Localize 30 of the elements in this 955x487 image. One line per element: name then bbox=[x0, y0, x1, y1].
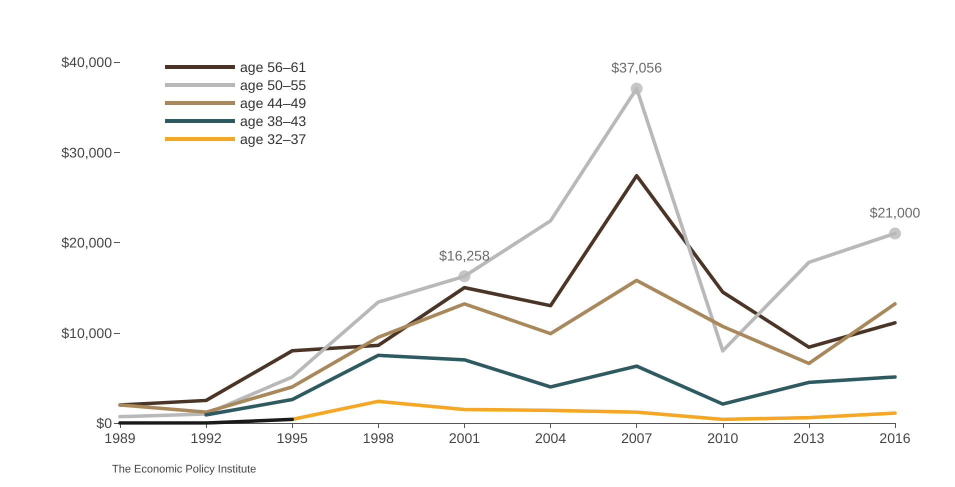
x-tick-label: 2004 bbox=[534, 430, 566, 446]
x-tick-label: 2013 bbox=[793, 430, 825, 446]
y-tick-label: $10,000 bbox=[61, 324, 112, 341]
y-tick-label: $40,000 bbox=[61, 54, 112, 70]
legend-label: age 56–61 bbox=[240, 59, 306, 75]
text: The Economic Policy Institute bbox=[112, 464, 256, 476]
x-tick-label: 2016 bbox=[879, 430, 911, 446]
x-tick-label: 1998 bbox=[362, 430, 394, 446]
line-series bbox=[118, 278, 897, 414]
x-tick-label: 1992 bbox=[190, 430, 222, 446]
data-label: $16,258 bbox=[439, 247, 490, 264]
point bbox=[889, 227, 901, 240]
y-tick-label: $30,000 bbox=[61, 144, 112, 160]
line-series bbox=[204, 354, 897, 417]
y-tick-label: $20,000 bbox=[61, 234, 112, 250]
legend-label: age 44–49 bbox=[240, 95, 306, 111]
x-tick-label: 2010 bbox=[707, 430, 739, 446]
data-label: $21,000 bbox=[870, 204, 921, 220]
point bbox=[630, 82, 643, 95]
legend-label: age 50–55 bbox=[240, 77, 306, 93]
point bbox=[458, 270, 470, 282]
x-tick-label: 1989 bbox=[104, 430, 136, 446]
line-series bbox=[290, 400, 897, 422]
x-tick-label: 1995 bbox=[276, 430, 308, 446]
x-tick-label: 2007 bbox=[621, 430, 652, 446]
y-tick-label: $0 bbox=[96, 415, 112, 431]
legend-label: age 32–37 bbox=[240, 131, 306, 147]
x-tick-label: 2001 bbox=[448, 430, 480, 446]
legend-label: age 38–43 bbox=[240, 113, 306, 129]
data-label: $37,056 bbox=[611, 60, 662, 76]
